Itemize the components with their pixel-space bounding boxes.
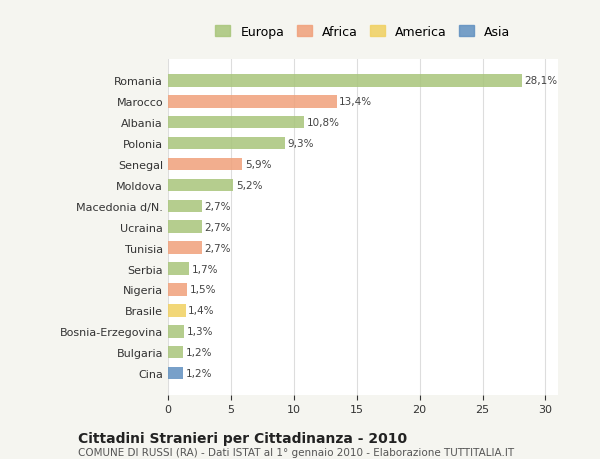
Text: 13,4%: 13,4% [339,97,372,107]
Text: 1,4%: 1,4% [188,306,215,316]
Legend: Europa, Africa, America, Asia: Europa, Africa, America, Asia [212,22,514,43]
Text: 5,2%: 5,2% [236,180,262,190]
Bar [168,158,242,171]
Bar [168,284,187,296]
Text: 9,3%: 9,3% [287,139,314,149]
Bar [168,179,233,192]
Text: 1,3%: 1,3% [187,326,214,336]
Bar [168,117,304,129]
Text: 1,7%: 1,7% [192,264,218,274]
Text: 1,2%: 1,2% [185,347,212,358]
Bar [168,200,202,213]
Text: 1,2%: 1,2% [185,368,212,378]
Text: 1,5%: 1,5% [190,285,216,295]
Text: 5,9%: 5,9% [245,160,271,170]
Text: Cittadini Stranieri per Cittadinanza - 2010: Cittadini Stranieri per Cittadinanza - 2… [78,431,407,445]
Bar [168,325,184,338]
Bar [168,242,202,254]
Bar [168,304,185,317]
Text: 28,1%: 28,1% [524,76,557,86]
Text: 10,8%: 10,8% [307,118,340,128]
Text: 2,7%: 2,7% [205,202,231,211]
Bar [168,263,190,275]
Bar [168,138,285,150]
Text: 2,7%: 2,7% [205,222,231,232]
Bar [168,75,521,87]
Text: 2,7%: 2,7% [205,243,231,253]
Bar [168,367,183,380]
Bar [168,346,183,358]
Text: COMUNE DI RUSSI (RA) - Dati ISTAT al 1° gennaio 2010 - Elaborazione TUTTITALIA.I: COMUNE DI RUSSI (RA) - Dati ISTAT al 1° … [78,448,514,458]
Bar [168,221,202,234]
Bar [168,96,337,108]
